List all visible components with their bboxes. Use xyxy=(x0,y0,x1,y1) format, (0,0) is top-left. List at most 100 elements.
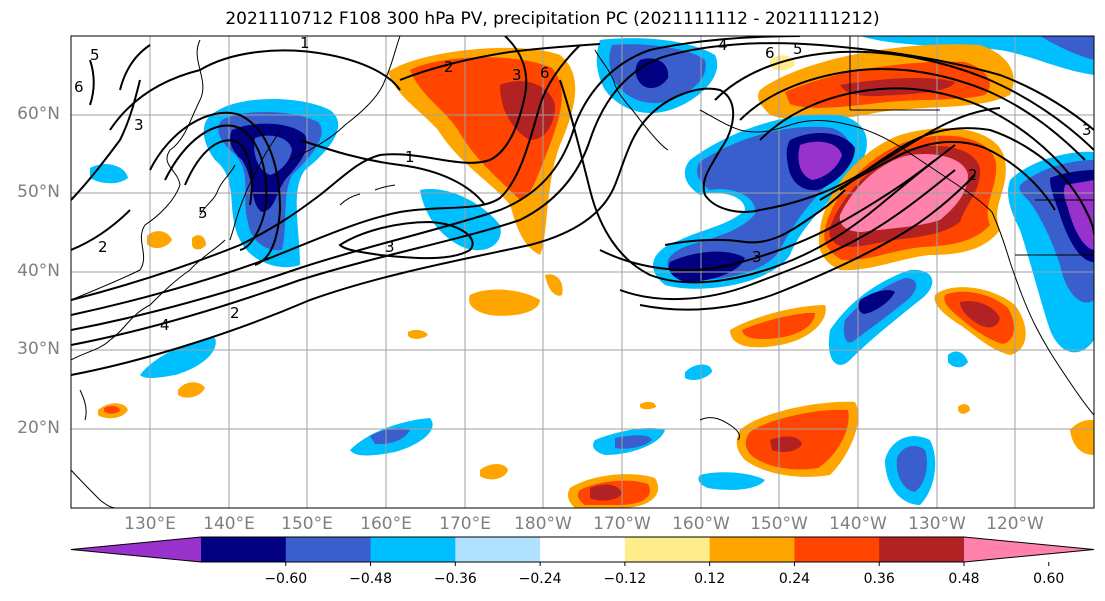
anomaly-fill xyxy=(408,329,428,339)
contour-label: 3 xyxy=(752,248,762,266)
pv-contour xyxy=(664,189,846,246)
pv-contour xyxy=(338,220,474,260)
contour-label: 1 xyxy=(405,148,415,166)
pv-contour xyxy=(89,59,95,106)
colorbar-tick-label: 0.60 xyxy=(1033,571,1065,587)
pv-contour xyxy=(714,50,1094,151)
pv-contour xyxy=(639,174,976,311)
pv-contour xyxy=(184,139,253,206)
colorbar-extend-max xyxy=(964,537,1094,562)
colorbar-tick-label: 0.48 xyxy=(948,571,980,587)
coastline xyxy=(594,49,669,151)
contour-label: 3 xyxy=(134,116,144,134)
map-title: 2021110712 F108 300 hPa PV, precipitatio… xyxy=(225,9,880,29)
anomaly-fill xyxy=(500,81,555,140)
anomaly-fill xyxy=(685,364,712,380)
lon-label: 180°W xyxy=(514,514,572,534)
contour-label: 5 xyxy=(90,46,100,64)
coastline xyxy=(991,211,1094,416)
colorbar-segment xyxy=(455,537,541,562)
anomaly-fill xyxy=(192,235,206,250)
coastline xyxy=(339,184,396,206)
colorbar-tick-label: 0.36 xyxy=(863,571,895,587)
plot-frame xyxy=(70,35,1095,509)
pv-contour xyxy=(149,111,282,266)
contour-label: 6 xyxy=(74,78,84,96)
colorbar-segment xyxy=(879,537,965,562)
coastline xyxy=(699,417,741,441)
lon-label: 140°E xyxy=(203,514,255,534)
contour-label: 2 xyxy=(444,58,454,76)
anomaly-fill xyxy=(370,428,410,445)
anomaly-fill xyxy=(860,36,1094,75)
lon-label: 120°W xyxy=(986,514,1044,534)
colorbar-tick-label: 0.24 xyxy=(778,571,811,587)
pv-contour xyxy=(71,36,528,301)
colorbar-tick-label: −0.60 xyxy=(264,571,308,587)
coastlines xyxy=(71,36,1094,508)
coastline xyxy=(1015,199,1094,256)
contour-label: 5 xyxy=(198,204,208,222)
coastline xyxy=(79,389,87,421)
contour-label: 4 xyxy=(718,36,728,54)
anomaly-fill xyxy=(668,251,745,282)
lon-label: 160°E xyxy=(360,514,412,534)
lon-label: 160°W xyxy=(672,514,730,534)
contour-label: 2 xyxy=(968,166,978,184)
pv-contour xyxy=(71,79,141,201)
lon-label: 140°W xyxy=(829,514,887,534)
anomaly-fill xyxy=(960,300,1000,328)
pv-contour xyxy=(739,68,1086,161)
anomaly-fill xyxy=(896,445,927,492)
pv-contour xyxy=(759,87,1071,176)
pv-contour xyxy=(109,69,201,131)
contour-label: 6 xyxy=(765,44,775,62)
anomaly-fill xyxy=(948,351,968,368)
contour-label: 6 xyxy=(540,64,550,82)
anomaly-fill xyxy=(858,290,895,314)
contour-label: 4 xyxy=(160,316,170,334)
lon-label: 150°W xyxy=(750,514,808,534)
pv-contour xyxy=(559,79,956,284)
colorbar-tick-label: 0.12 xyxy=(694,571,726,587)
lon-label: 150°E xyxy=(281,514,333,534)
colorbar-tick-label: −0.48 xyxy=(349,571,392,587)
anomaly-fill xyxy=(147,231,172,249)
pv-contour xyxy=(164,124,268,251)
lat-label: 20°N xyxy=(17,418,60,438)
anomaly-fill xyxy=(770,436,802,452)
pv-contour xyxy=(399,43,601,81)
colorbar-outline xyxy=(70,536,1095,563)
pv-contour xyxy=(839,127,1094,236)
colorbar-segment xyxy=(201,537,287,562)
anomaly-fill xyxy=(1040,36,1094,60)
anomaly-fill xyxy=(640,401,656,410)
colorbar-segment xyxy=(285,537,372,562)
contour-label: 2 xyxy=(230,304,240,322)
colorbar xyxy=(70,536,1095,566)
pv-contour xyxy=(819,140,1056,211)
lat-label: 40°N xyxy=(17,261,60,281)
anomaly-fill xyxy=(840,78,955,97)
anomaly-fill xyxy=(958,404,970,414)
anomaly-fill xyxy=(615,435,652,449)
colorbar-tick-label: −0.12 xyxy=(603,571,647,587)
anomaly-fill xyxy=(104,405,120,414)
contour-label-group: 5 4 3 2 1 1 2 3 6 5 6 3 2 3 6 5 4 3 2 xyxy=(74,34,1092,334)
lat-label: 50°N xyxy=(17,182,60,202)
coastline xyxy=(199,164,236,216)
lon-label: 130°W xyxy=(908,514,966,534)
pv-contour xyxy=(619,169,956,301)
lon-label: 170°W xyxy=(593,514,651,534)
colorbar-segment xyxy=(540,537,626,562)
pv-contour xyxy=(599,159,936,271)
anomaly-fill xyxy=(140,338,216,379)
contour-label: 1 xyxy=(300,34,310,52)
pv-contours xyxy=(71,36,1094,376)
pv-contour xyxy=(71,36,801,331)
coastline xyxy=(71,469,117,508)
anomaly-fill xyxy=(843,278,917,343)
anomaly-fill xyxy=(480,464,508,480)
coastline xyxy=(71,39,204,301)
pv-contour xyxy=(71,209,131,251)
